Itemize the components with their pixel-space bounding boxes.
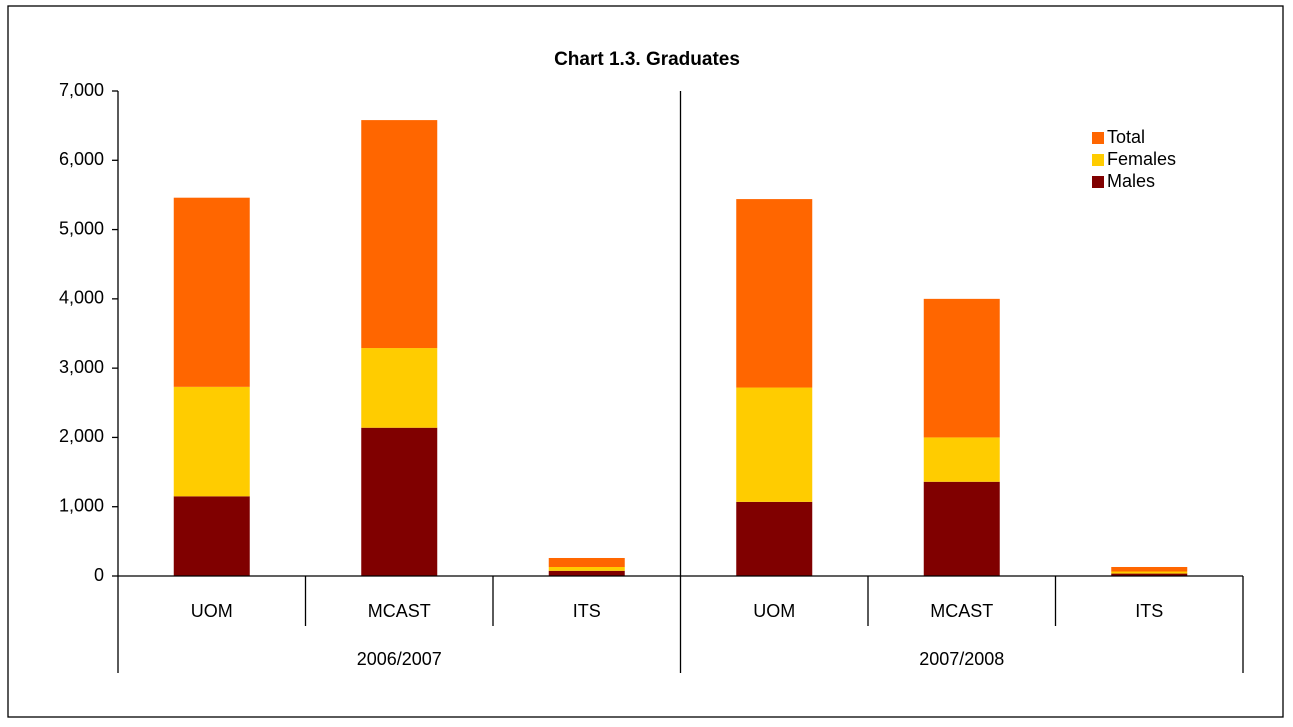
legend-swatch — [1092, 132, 1104, 144]
bar-segment — [548, 570, 625, 576]
bar-segment — [1111, 573, 1188, 576]
x-tick-label: MCAST — [930, 601, 993, 621]
chart-title: Chart 1.3. Graduates — [554, 49, 740, 70]
y-tick-label: 4,000 — [59, 288, 104, 308]
bar-segment — [361, 120, 438, 349]
bar-segment — [173, 197, 250, 387]
group-label: 2007/2008 — [919, 649, 1004, 669]
legend-label: Males — [1107, 171, 1155, 191]
y-tick-label: 6,000 — [59, 149, 104, 169]
x-tick-label: UOM — [191, 601, 233, 621]
bar-segment — [736, 199, 813, 388]
y-tick-label: 5,000 — [59, 218, 104, 238]
bar-segment — [548, 557, 625, 567]
y-tick-label: 1,000 — [59, 495, 104, 515]
bar-segment — [736, 501, 813, 576]
bar-segment — [173, 386, 250, 497]
y-tick-label: 2,000 — [59, 426, 104, 446]
bar-segment — [361, 348, 438, 428]
legend-label: Females — [1107, 149, 1176, 169]
y-tick-label: 0 — [94, 565, 104, 585]
x-tick-label: ITS — [573, 601, 601, 621]
group-label: 2006/2007 — [357, 649, 442, 669]
y-tick-label: 3,000 — [59, 357, 104, 377]
bar-segment — [361, 427, 438, 576]
legend-swatch — [1092, 154, 1104, 166]
x-tick-label: ITS — [1135, 601, 1163, 621]
bar-segment — [1111, 566, 1188, 572]
bar-segment — [923, 437, 1000, 482]
legend-label: Total — [1107, 127, 1145, 147]
bar-segment — [736, 387, 813, 502]
bar-segment — [923, 481, 1000, 576]
x-tick-label: UOM — [753, 601, 795, 621]
bar-segment — [1111, 571, 1188, 574]
legend-swatch — [1092, 176, 1104, 188]
bar-segment — [548, 566, 625, 571]
x-tick-label: MCAST — [368, 601, 431, 621]
bar-segment — [173, 496, 250, 576]
y-tick-label: 7,000 — [59, 80, 104, 100]
bar-segment — [923, 298, 1000, 438]
